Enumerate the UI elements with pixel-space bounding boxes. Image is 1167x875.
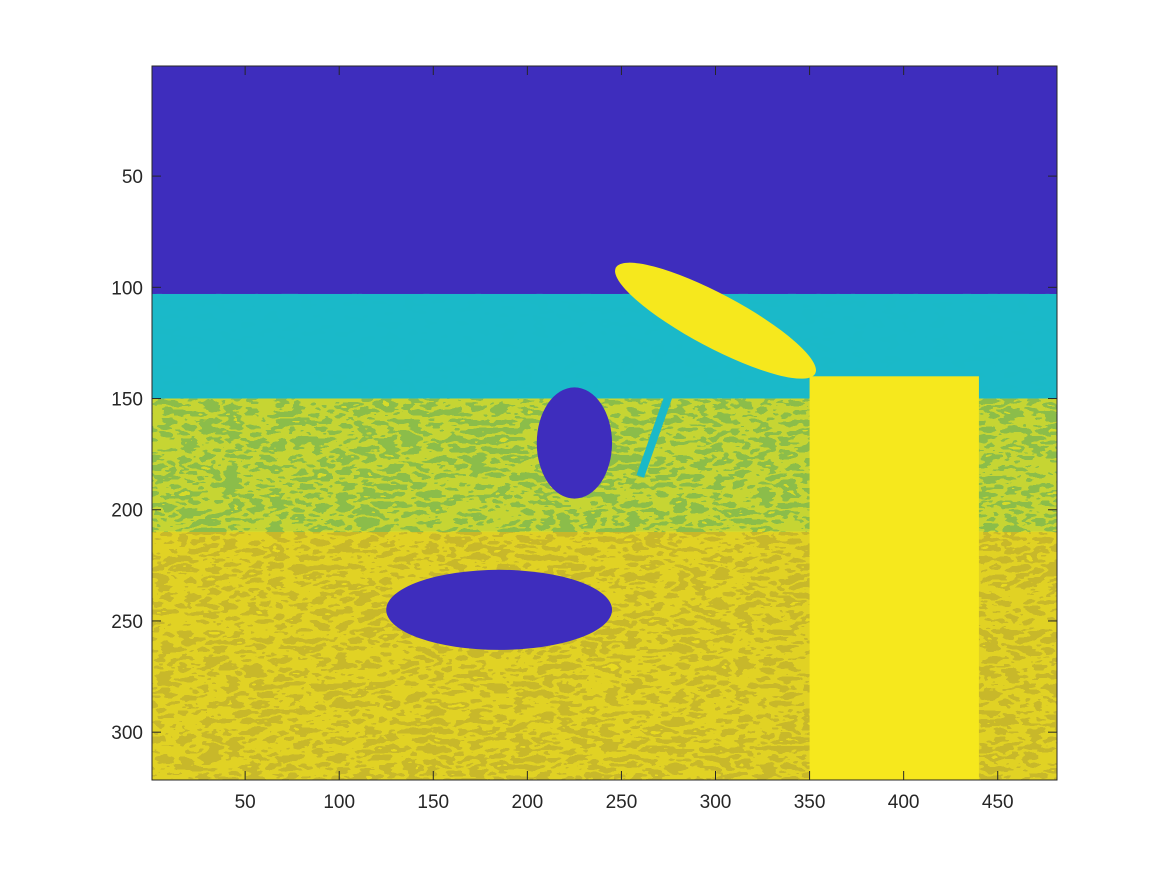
x-tick-label: 300	[700, 792, 732, 813]
y-tick-label: 200	[111, 501, 143, 522]
y-tick-label: 50	[122, 167, 143, 188]
x-tick-label: 150	[417, 792, 449, 813]
x-tick-label: 400	[888, 792, 920, 813]
x-tick-label: 350	[794, 792, 826, 813]
x-tick-label: 250	[606, 792, 638, 813]
x-axis: 50 100 150 200 250 300 350 400 450	[235, 66, 1014, 813]
y-tick-label: 300	[111, 723, 143, 744]
x-tick-label: 200	[512, 792, 544, 813]
y-tick-label: 150	[111, 390, 143, 411]
x-tick-label: 50	[235, 792, 256, 813]
x-tick-label: 450	[982, 792, 1014, 813]
region-sky	[152, 66, 1057, 294]
x-tick-label: 100	[323, 792, 355, 813]
region-sun-reflection	[809, 376, 979, 780]
y-axis: 50 100 150 200 250 300	[111, 167, 1057, 744]
plot-area	[152, 66, 1057, 780]
region-kayak	[386, 569, 613, 650]
region-umbrella-pole	[636, 341, 692, 478]
axes-box	[151, 65, 1058, 781]
y-tick-label: 250	[111, 612, 143, 633]
y-tick-label: 100	[111, 278, 143, 299]
region-person	[536, 387, 613, 499]
region-umbrella	[615, 262, 816, 379]
